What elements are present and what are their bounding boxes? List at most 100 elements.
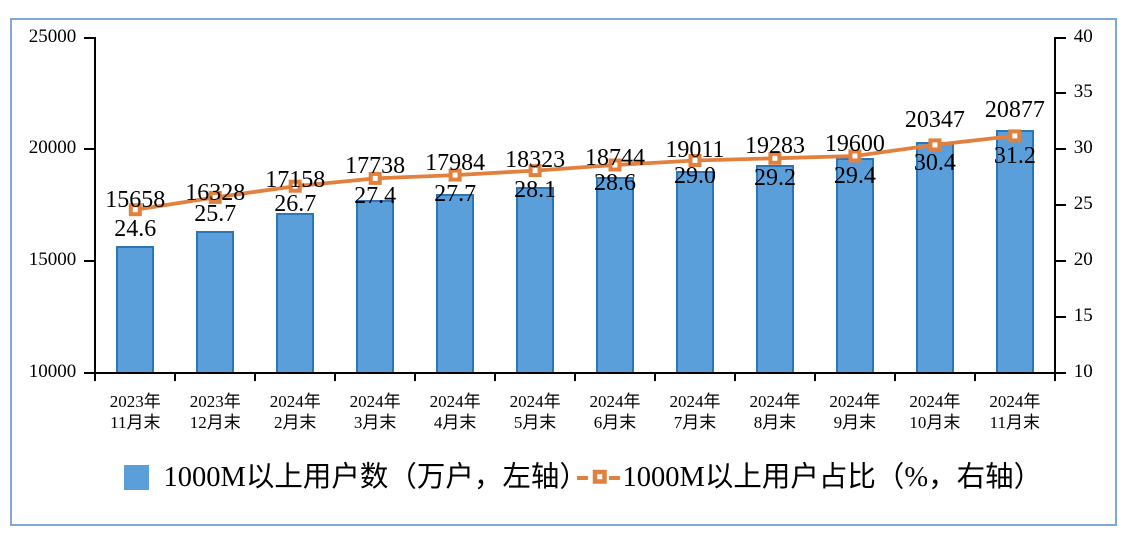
left-axis-tick-label: 15000 [28,249,77,271]
category-divider-tick [574,373,577,381]
category-divider-tick [174,373,177,381]
line-value-label: 24.6 [114,215,157,242]
category-label-line: 2024年 [989,392,1041,411]
category-label-line: 2024年 [269,392,321,411]
category-divider-tick [414,373,417,381]
right-axis-tick [1055,260,1066,263]
category-label-line: 2024年 [909,392,961,411]
category-label-line: 3月末 [353,413,397,432]
category-label-line: 11月末 [989,413,1040,432]
bar [116,246,155,373]
category-label: 2024年 3月末 [335,391,415,433]
left-axis-tick [84,260,95,263]
bar [755,165,794,373]
category-label-line: 8月末 [753,413,797,432]
right-axis-tick [1055,148,1066,151]
category-label-line: 7月末 [673,413,717,432]
left-axis-tick [84,36,95,39]
legend-line-marker-part [592,469,607,484]
left-axis-tick [84,148,95,151]
category-label-line: 2024年 [829,392,881,411]
line-value-label: 30.4 [913,149,956,176]
bar [436,194,475,373]
category-divider-tick [94,373,97,381]
category-label-line: 4月末 [433,413,477,432]
category-divider-tick [893,373,896,381]
category-divider-tick [334,373,337,381]
category-label-line: 2024年 [429,392,481,411]
right-axis-tick-label: 35 [1073,81,1093,103]
category-divider-tick [1053,373,1056,381]
category-label: 2024年 2月末 [255,391,335,433]
category-label-line: 12月末 [189,413,241,432]
bar-value-label: 19600 [824,130,885,157]
right-axis-tick [1055,204,1066,207]
right-axis-tick-label: 20 [1073,249,1093,271]
left-axis-tick-label: 25000 [28,25,77,47]
right-axis-tick [1055,316,1066,319]
bar [356,199,395,373]
legend-bar-swatch-icon [124,465,149,490]
right-axis-tick-label: 25 [1073,193,1093,215]
bar [516,186,555,373]
category-label: 2024年 8月末 [735,391,815,433]
bar-value-label: 19283 [744,133,805,160]
category-label-line: 10月末 [909,413,961,432]
line-value-label: 29.4 [833,162,876,189]
category-label: 2024年 7月末 [655,391,735,433]
left-axis-tick [84,372,95,374]
category-label: 2024年 9月末 [815,391,895,433]
category-divider-tick [973,373,976,381]
right-axis-tick-label: 15 [1073,305,1093,327]
bar-value-label: 15658 [105,186,166,213]
right-axis-tick-label: 30 [1073,137,1093,159]
category-divider-tick [813,373,816,381]
bar [196,231,235,373]
category-label-line: 6月末 [593,413,637,432]
bar-value-label: 16328 [185,180,246,207]
line-value-label: 29.2 [753,165,796,192]
bar-value-label: 18744 [585,144,646,171]
bar-value-label: 18323 [505,147,566,174]
right-axis-line [1053,36,1056,381]
right-axis-tick [1055,36,1066,39]
category-label-line: 2023年 [189,392,241,411]
category-label-line: 2024年 [749,392,801,411]
legend-line-label: 1000M以上用户占比（%，右轴） [622,462,1043,493]
legend-line-marker-part [577,476,588,480]
bar-value-label: 17984 [425,149,486,176]
right-axis-tick-label: 40 [1073,25,1093,47]
line-value-label: 29.0 [673,163,716,190]
category-label: 2024年 6月末 [575,391,655,433]
category-label-line: 11月末 [110,413,161,432]
category-label-line: 2024年 [349,392,401,411]
category-divider-tick [733,373,736,381]
right-axis-tick-label: 10 [1073,361,1093,382]
category-divider-tick [654,373,656,381]
line-value-label: 26.7 [274,191,317,218]
category-divider-tick [254,373,257,381]
bar-value-label: 19011 [665,137,725,164]
category-label: 2023年 11月末 [95,391,175,433]
category-label: 2024年 4月末 [415,391,495,433]
line-value-label: 27.4 [354,183,397,210]
legend-bars-label: 1000M以上用户数（万户，左轴） [163,462,588,493]
category-label-line: 2024年 [509,392,561,411]
category-divider-tick [494,373,497,381]
line-value-label: 31.2 [993,142,1036,169]
bar-value-label: 17158 [265,167,326,194]
category-label-line: 2月末 [273,413,317,432]
category-label-line: 2023年 [109,392,161,411]
legend-line-marker-icon [577,469,620,484]
left-axis-line [94,36,97,381]
category-label-line: 2024年 [589,392,641,411]
right-axis-tick [1055,92,1066,95]
category-label-line: 2024年 [669,392,721,411]
bar [915,141,954,373]
line-value-label: 25.7 [194,201,237,228]
category-label: 2024年 5月末 [495,391,575,433]
bar [596,177,635,373]
line-value-label: 28.6 [594,169,637,196]
category-label: 2024年 10月末 [895,391,975,433]
